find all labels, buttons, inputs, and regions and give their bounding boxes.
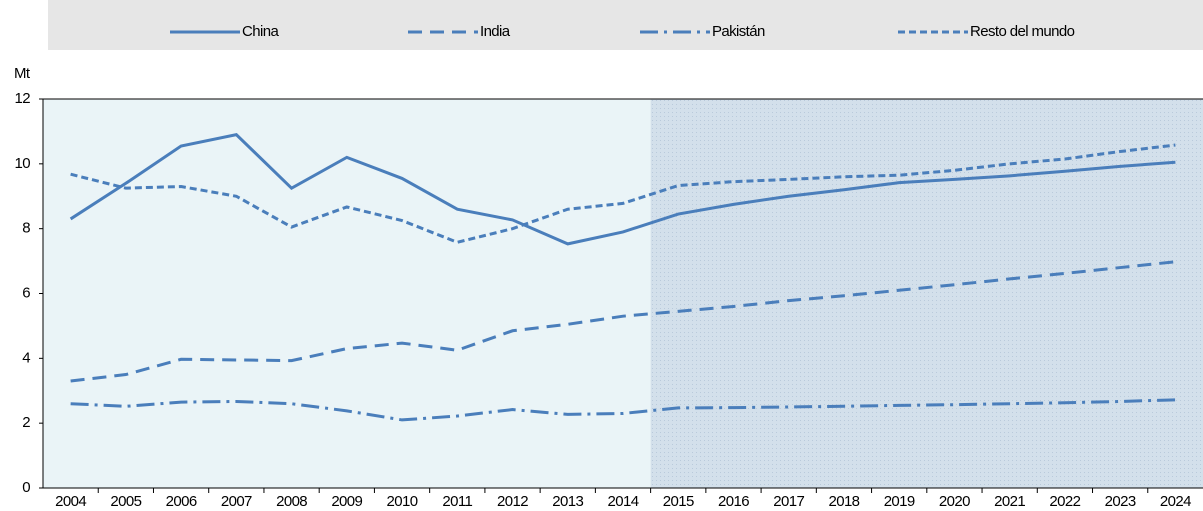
x-tick-label: 2020 (939, 493, 970, 510)
x-tick-label: 2018 (828, 493, 859, 510)
y-tick-label: 12 (15, 90, 31, 107)
x-tick-label: 2006 (166, 493, 197, 510)
legend-label: India (480, 23, 511, 40)
x-tick-label: 2008 (276, 493, 307, 510)
x-tick-label: 2017 (773, 493, 804, 510)
x-tick-label: 2022 (1049, 493, 1080, 510)
series-line (69, 133, 1176, 246)
x-tick-label: 2023 (1105, 493, 1136, 510)
y-tick-label: 10 (15, 155, 31, 172)
projection-region (650, 99, 1203, 488)
y-tick-label: 6 (22, 284, 30, 301)
x-tick-label: 2024 (1160, 493, 1191, 510)
x-tick-label: 2010 (387, 493, 418, 510)
series-line (70, 143, 1176, 244)
x-tick-label: 2004 (55, 493, 86, 510)
historical-region (43, 99, 651, 488)
x-tick-label: 2016 (718, 493, 749, 510)
legend-label: Resto del mundo (970, 23, 1075, 40)
y-tick-label: 2 (22, 414, 30, 431)
x-tick-label: 2007 (221, 493, 252, 510)
series-line (70, 398, 1176, 422)
y-tick-label: 8 (22, 220, 30, 237)
x-tick-label: 2009 (331, 493, 362, 510)
x-tick-label: 2019 (884, 493, 915, 510)
x-tick-label: 2014 (608, 493, 639, 510)
x-tick-label: 2013 (552, 493, 583, 510)
x-tick-label: 2021 (994, 493, 1025, 510)
series-line (70, 260, 1176, 383)
legend-label: Pakistán (712, 23, 765, 40)
y-tick-label: 0 (22, 479, 30, 496)
x-tick-label: 2012 (497, 493, 528, 510)
y-axis-label: Mt (14, 65, 31, 82)
x-tick-label: 2015 (663, 493, 694, 510)
legend-label: China (242, 23, 279, 40)
x-tick-label: 2005 (110, 493, 141, 510)
x-tick-label: 2011 (442, 493, 472, 510)
legend-bg (48, 0, 1203, 50)
y-tick-label: 4 (22, 349, 30, 366)
